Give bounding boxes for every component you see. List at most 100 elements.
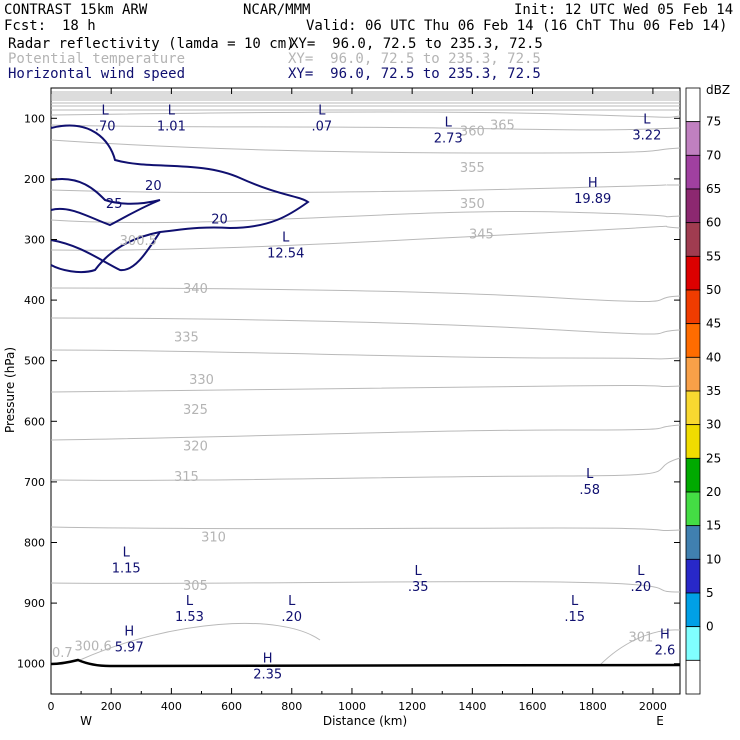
- extremum-value: .58: [579, 483, 600, 498]
- extremum-marker: L: [318, 103, 326, 118]
- field-theta-xy: XY= 96.0, 72.5 to 235.3, 72.5: [288, 51, 541, 67]
- colorbar-level-label: 40: [706, 350, 721, 364]
- extremum-value: .15: [564, 610, 585, 625]
- colorbar-level-label: 45: [706, 317, 721, 331]
- wind-contour-label: 20: [145, 179, 162, 194]
- colorbar-swatch: [685, 558, 701, 594]
- colorbar-swatch: [685, 659, 701, 695]
- colorbar-level-label: 50: [706, 283, 721, 297]
- field-reflectivity-xy: XY= 96.0, 72.5 to 235.3, 72.5: [290, 36, 543, 52]
- extremum-marker: L: [571, 594, 579, 609]
- extremum-value: 1.01: [157, 119, 186, 134]
- colorbar-swatch: [685, 222, 701, 257]
- colorbar-swatch: [685, 626, 701, 661]
- isentrope-label: 330: [189, 373, 214, 388]
- x-end-label-east: E: [656, 714, 664, 728]
- wind-speed-contours: [50, 124, 310, 274]
- extremum-marker: L: [637, 564, 645, 579]
- colorbar-level-label: 5: [706, 586, 714, 600]
- colorbar-level-label: 35: [706, 384, 721, 398]
- field-reflectivity-name: Radar reflectivity (lamda = 10 cm): [8, 36, 295, 52]
- isentrope-label: 340: [183, 282, 208, 297]
- colorbar-level-label: 0: [706, 620, 714, 634]
- y-tick-label: 200: [24, 173, 45, 186]
- isentrope-label: 345: [469, 227, 494, 242]
- x-axis-title: Distance (km): [323, 714, 407, 728]
- colorbar-unit: dBZ: [706, 83, 730, 97]
- isentrope-label: 360: [460, 124, 485, 139]
- colorbar-swatch: [685, 525, 701, 560]
- extremum-value: .35: [408, 580, 429, 595]
- isentrope-label: 365: [490, 118, 515, 133]
- isentrope-label: 301: [628, 630, 653, 645]
- y-tick-label: 300: [24, 234, 45, 247]
- isentrope-label: 325: [183, 403, 208, 418]
- extremum-value: 1.15: [112, 562, 141, 577]
- colorbar-swatch: [685, 390, 701, 426]
- x-tick-label: 800: [281, 700, 302, 713]
- extremum-value: 5.97: [115, 640, 144, 655]
- field-theta-name: Potential temperature: [8, 51, 186, 67]
- extremum-value: .70: [95, 119, 116, 134]
- extremum-marker: L: [123, 546, 131, 561]
- extremum-marker: L: [586, 467, 594, 482]
- theta-isentrope-lines: [50, 91, 681, 666]
- colorbar-swatch: [685, 457, 701, 493]
- isentrope-label: 315: [174, 470, 199, 485]
- colorbar-level-label: 15: [706, 519, 721, 533]
- colorbar-level-label: 75: [706, 115, 721, 129]
- colorbar-swatch: [685, 87, 701, 123]
- extremum-marker: L: [186, 594, 194, 609]
- isentrope-label: 350: [460, 197, 485, 212]
- extremum-marker: L: [415, 564, 423, 579]
- colorbar-level-label: 60: [706, 216, 721, 230]
- extremum-value: 2.35: [253, 668, 282, 683]
- extremum-value: .07: [312, 119, 333, 134]
- x-tick-label: 1400: [458, 700, 486, 713]
- colorbar-level-label: 20: [706, 485, 721, 499]
- x-end-label-west: W: [80, 714, 92, 728]
- colorbar-level-label: 25: [706, 451, 721, 465]
- extremum-value: 12.54: [267, 247, 304, 262]
- isentrope-label: 305: [183, 579, 208, 594]
- colorbar-level-label: 10: [706, 552, 721, 566]
- colorbar-swatch: [685, 289, 701, 325]
- y-tick-label: 400: [24, 294, 45, 307]
- extremum-marker: H: [124, 624, 134, 639]
- extremum-value: 1.53: [175, 610, 204, 625]
- x-tick-label: 600: [221, 700, 242, 713]
- extremum-marker: L: [445, 115, 453, 130]
- extremum-marker: H: [588, 176, 598, 191]
- x-tick-label: 1000: [338, 700, 366, 713]
- colorbar-swatch: [685, 188, 701, 224]
- extremum-marker: L: [282, 231, 290, 246]
- x-tick-label: 1600: [519, 700, 547, 713]
- y-axis-title: Pressure (hPa): [3, 347, 17, 433]
- isentrope-label: 310: [201, 530, 226, 545]
- y-tick-label: 100: [24, 112, 45, 125]
- colorbar-swatch: [685, 154, 701, 190]
- colorbar-swatch: [685, 121, 701, 156]
- y-tick-label: 800: [24, 537, 45, 550]
- isentrope-label: 335: [174, 330, 199, 345]
- wind-contour-label: 25: [106, 197, 123, 212]
- contour-labels: 300.5 300.6 301 305 310 315 320 325 330 335 340 345…: [75, 118, 654, 654]
- center-title: NCAR/MMM: [243, 2, 311, 18]
- extremum-value: 2.6: [655, 643, 676, 658]
- fcst-value: 18 h: [62, 18, 96, 34]
- isentrope-label: 300.5: [120, 234, 157, 249]
- axis-ticks: 0 200 400 600 800 1000 1200 1400 1600 1800 2000 100…: [17, 88, 680, 713]
- extremum-marker: H: [263, 652, 273, 667]
- fcst-label: Fcst:: [4, 18, 47, 34]
- y-tick-label: 500: [24, 355, 45, 368]
- extremum-marker: L: [102, 103, 110, 118]
- ground-surface-line: [50, 658, 681, 668]
- extremum-marker: H: [660, 627, 670, 642]
- x-tick-label: 200: [101, 700, 122, 713]
- model-title: CONTRAST 15km ARW: [4, 2, 148, 18]
- isentrope-label: 300.6: [75, 640, 112, 655]
- extremum-value: 3.22: [632, 128, 661, 143]
- colorbar-level-label: 65: [706, 182, 721, 196]
- extremum-value: 2.73: [434, 131, 463, 146]
